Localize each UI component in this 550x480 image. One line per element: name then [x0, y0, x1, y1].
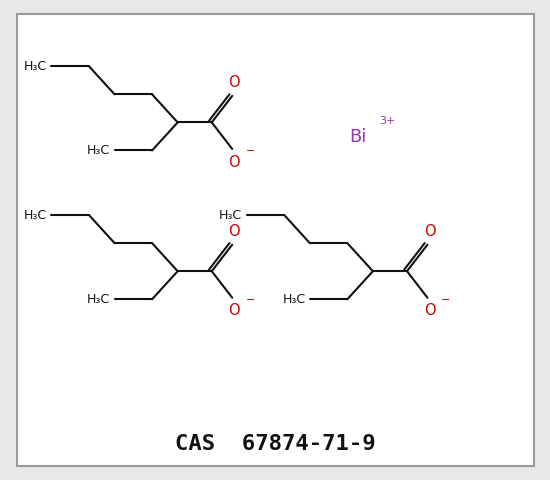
Text: Bi: Bi: [349, 128, 367, 146]
Text: O: O: [229, 75, 240, 90]
Text: O: O: [424, 224, 436, 239]
Text: O: O: [229, 303, 240, 319]
Text: 3+: 3+: [379, 116, 396, 126]
Text: −: −: [246, 146, 255, 156]
Text: H₃C: H₃C: [219, 208, 243, 222]
Text: O: O: [229, 224, 240, 239]
Text: −: −: [441, 295, 450, 305]
Text: −: −: [246, 295, 255, 305]
Text: H₃C: H₃C: [282, 293, 305, 306]
Text: H₃C: H₃C: [87, 144, 110, 157]
Text: H₃C: H₃C: [24, 208, 47, 222]
Text: CAS  67874-71-9: CAS 67874-71-9: [175, 434, 375, 454]
FancyBboxPatch shape: [16, 14, 534, 466]
Text: O: O: [229, 155, 240, 170]
Text: H₃C: H₃C: [87, 293, 110, 306]
Text: H₃C: H₃C: [24, 60, 47, 73]
Text: O: O: [424, 303, 436, 319]
